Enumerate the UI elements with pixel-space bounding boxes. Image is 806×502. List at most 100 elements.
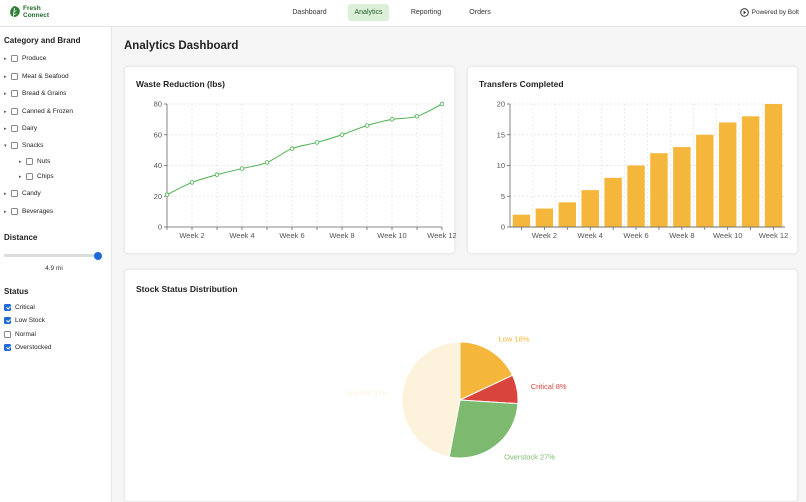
status-checkbox[interactable]: [4, 344, 11, 351]
chart-title: Stock Status Distribution: [136, 284, 238, 294]
x-tick-label: Week 6: [623, 231, 648, 240]
nav-tab-orders[interactable]: Orders: [469, 9, 491, 16]
x-tick-label: Week 6: [279, 231, 304, 240]
nav-tab-analytics[interactable]: Analytics: [348, 4, 389, 21]
chevron-right-icon[interactable]: ▸: [19, 158, 22, 165]
category-item-chips[interactable]: ▸ Chips: [19, 173, 54, 180]
bar: [627, 165, 645, 227]
bar: [719, 122, 737, 227]
category-label: Dairy: [22, 125, 38, 132]
status-heading: Status: [4, 287, 29, 296]
chart-title: Transfers Completed: [479, 79, 564, 89]
waste-line: [166, 103, 443, 196]
chevron-right-icon[interactable]: ▸: [4, 90, 7, 97]
top-navbar: Fresh Connect Dashboard Analytics Report…: [0, 0, 806, 27]
category-item-nuts[interactable]: ▸ Nuts: [19, 158, 50, 165]
bar: [673, 147, 691, 227]
pie-label-overstock: Overstock 27%: [504, 452, 555, 461]
status-item-overstocked[interactable]: Overstocked: [4, 344, 52, 351]
category-label: Beverages: [22, 208, 54, 215]
status-item-normal[interactable]: Normal: [4, 331, 36, 338]
x-tick-label: Week 8: [669, 231, 694, 240]
y-tick-label: 10: [497, 161, 505, 170]
category-checkbox[interactable]: [26, 158, 33, 165]
x-tick-label: Week 8: [329, 231, 354, 240]
waste-reduction-card: Waste Reduction (lbs) 0 20 40 60 80 Week 2 Wee…: [124, 66, 456, 254]
category-item-dairy[interactable]: ▸ Dairy: [4, 125, 37, 132]
category-item-produce[interactable]: ▸ Produce: [4, 55, 46, 62]
chevron-right-icon[interactable]: ▸: [19, 173, 22, 180]
line-point: [339, 132, 345, 137]
category-checkbox[interactable]: [11, 73, 18, 80]
category-checkbox[interactable]: [11, 108, 18, 115]
stock-status-card: Stock Status Distribution Low 18% Critica…: [124, 269, 798, 502]
chevron-right-icon[interactable]: ▸: [4, 73, 7, 80]
x-tick-label: Week 12: [759, 231, 788, 240]
bar: [604, 177, 622, 227]
category-item-candy[interactable]: ▸ Candy: [4, 190, 41, 197]
chevron-down-icon[interactable]: ▾: [4, 142, 7, 149]
nav-tab-dashboard[interactable]: Dashboard: [292, 9, 327, 16]
filter-sidebar: Category and Brand ▸ Produce ▸ Meat & Seaf…: [0, 27, 112, 502]
category-item-beverages[interactable]: ▸ Beverages: [4, 208, 53, 215]
chevron-right-icon[interactable]: ▸: [4, 55, 7, 62]
category-item-canned-frozen[interactable]: ▸ Canned & Frozen: [4, 108, 73, 115]
category-checkbox[interactable]: [11, 125, 18, 132]
status-checkbox[interactable]: [4, 317, 11, 324]
y-tick-label: 0: [501, 223, 505, 232]
app-logo[interactable]: Fresh Connect: [8, 5, 49, 20]
x-tick-label: Week 4: [578, 231, 603, 240]
y-tick-label: 20: [497, 100, 505, 109]
nav-tab-reporting[interactable]: Reporting: [410, 9, 442, 16]
status-label: Overstocked: [15, 344, 52, 351]
distance-slider[interactable]: [4, 251, 103, 260]
y-tick-label: 60: [154, 130, 162, 139]
pie-label-critical: Critical 8%: [531, 382, 567, 391]
stock-status-pie-chart: Low 18% Critical 8% Overstock 27% Normal 47…: [347, 335, 567, 462]
x-tick-label: Week 4: [229, 231, 254, 240]
category-checkbox[interactable]: [11, 208, 18, 215]
x-tick-label: Week 2: [532, 231, 557, 240]
y-tick-label: 20: [154, 192, 162, 201]
line-point: [164, 192, 170, 197]
category-label: Snacks: [22, 142, 44, 149]
category-checkbox[interactable]: [11, 90, 18, 97]
category-checkbox[interactable]: [11, 190, 18, 197]
category-item-bread-grains[interactable]: ▸ Bread & Grains: [4, 90, 66, 97]
x-tick-label: Week 10: [713, 231, 742, 240]
distance-slider-fill: [4, 254, 99, 257]
pie-label-low: Low 18%: [499, 335, 530, 344]
status-item-critical[interactable]: Critical: [4, 304, 35, 311]
bar: [558, 202, 576, 227]
chevron-right-icon[interactable]: ▸: [4, 190, 7, 197]
category-checkbox[interactable]: [26, 173, 33, 180]
chevron-right-icon[interactable]: ▸: [4, 108, 7, 115]
logo-line2: Connect: [23, 11, 49, 19]
chevron-right-icon[interactable]: ▸: [4, 208, 7, 215]
line-point: [389, 117, 395, 122]
category-item-meat-seafood[interactable]: ▸ Meat & Seafood: [4, 73, 69, 80]
category-label: Canned & Frozen: [22, 108, 73, 115]
powered-by-bolt[interactable]: Powered by Bolt: [739, 8, 799, 17]
chevron-right-icon[interactable]: ▸: [4, 125, 7, 132]
pie-slice-overstock: [448, 399, 519, 459]
status-item-low-stock[interactable]: Low Stock: [4, 317, 45, 324]
category-label: Meat & Seafood: [22, 73, 69, 80]
y-tick-label: 5: [501, 192, 505, 201]
x-tick-label: Week 10: [377, 231, 406, 240]
bar: [512, 214, 531, 227]
category-checkbox[interactable]: [11, 55, 18, 62]
status-checkbox[interactable]: [4, 331, 11, 338]
distance-slider-thumb[interactable]: [94, 251, 103, 260]
pie-slice-normal: [401, 341, 461, 458]
distance-heading: Distance: [4, 233, 38, 242]
status-checkbox[interactable]: [4, 304, 11, 311]
distance-value: 4.9 mi: [45, 265, 63, 272]
transfers-bar-chart: 0 5 10 15 20 Week 2 Week 4 Week 6 Week 8 Week 10 W…: [497, 100, 789, 240]
line-point: [189, 180, 195, 185]
category-checkbox[interactable]: [11, 142, 18, 149]
bar: [696, 134, 714, 227]
y-tick-label: 80: [154, 100, 162, 109]
y-tick-label: 15: [497, 130, 505, 139]
category-item-snacks[interactable]: ▾ Snacks: [4, 142, 43, 149]
